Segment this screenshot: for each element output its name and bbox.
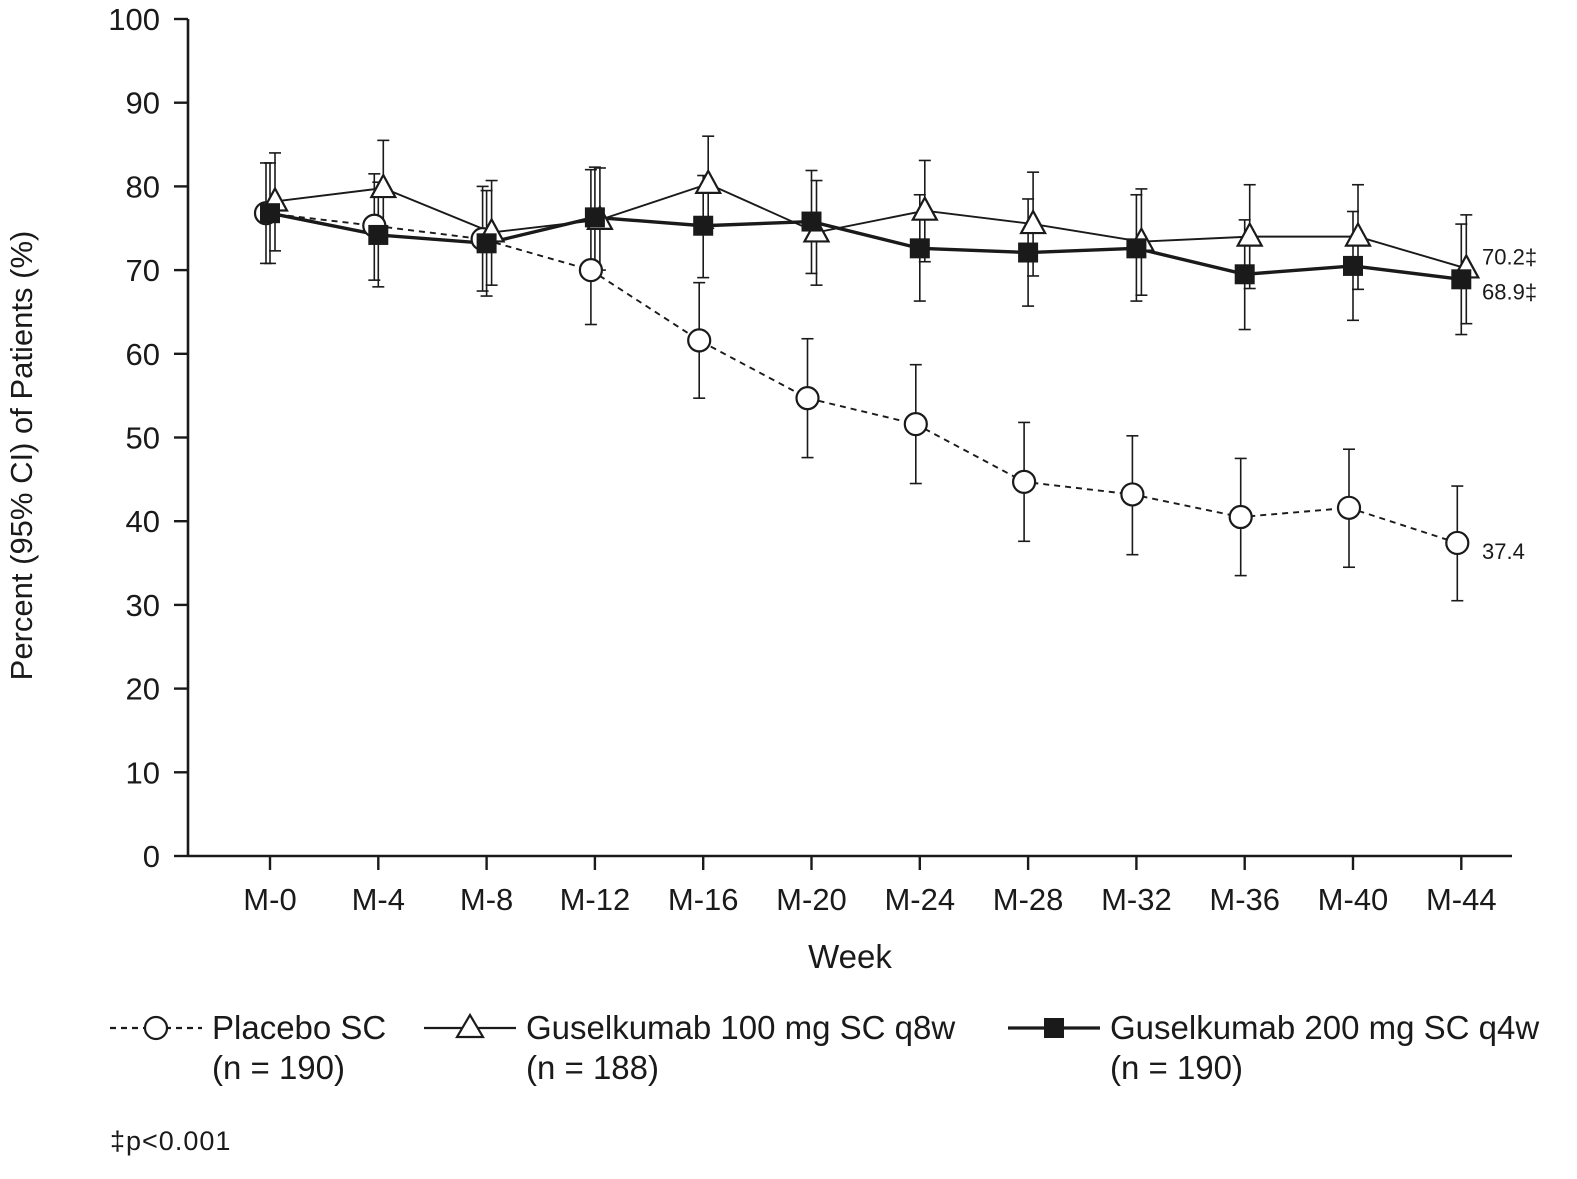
point-placebo (903, 412, 928, 437)
x-tick-label: M-24 (884, 882, 955, 917)
labels: 37.4 70.2‡ 68.9‡ (1482, 244, 1537, 564)
end-label-placebo: 37.4 (1482, 539, 1525, 564)
y-tick-label: 100 (108, 2, 160, 37)
legend-label-placebo: Placebo SC (212, 1009, 387, 1046)
x-tick-label: M-12 (560, 882, 631, 917)
point-placebo (687, 328, 712, 353)
point-q4w (584, 207, 605, 228)
legend-label-q8w: Guselkumab 100 mg SC q8w (526, 1009, 956, 1046)
end-label-q8w: 70.2‡ (1482, 244, 1537, 269)
point-placebo (1445, 530, 1470, 556)
x-tick-label: M-40 (1318, 882, 1389, 917)
y-tick-label: 40 (126, 504, 160, 539)
x-tick-label: M-36 (1209, 882, 1280, 917)
legend-n-placebo: (n = 190) (212, 1049, 345, 1086)
x-tick-label: M-28 (993, 882, 1064, 917)
y-tick-label: 10 (126, 755, 160, 790)
point-q8w (1344, 221, 1372, 247)
footnote: ‡p<0.001 (110, 1126, 232, 1156)
legend-item-q8w: Guselkumab 100 mg SC q8w (n = 188) (422, 1008, 955, 1088)
x-tick-label: M-16 (668, 882, 739, 917)
point-placebo (1336, 495, 1362, 520)
y-tick-label: 90 (126, 86, 160, 121)
point-q4w (1343, 255, 1363, 276)
x-tick-label: M-4 (352, 882, 405, 917)
x-tick-label: M-8 (460, 882, 513, 917)
point-q4w (801, 211, 822, 232)
point-q8w (369, 172, 398, 199)
series-lines (265, 182, 1467, 544)
series-line-q4w (269, 211, 1462, 281)
point-placebo (578, 258, 604, 283)
legend-symbol-q8w (424, 1012, 516, 1039)
x-tick-label: M-20 (776, 882, 847, 917)
legend-label-q4w: Guselkumab 200 mg SC q4w (1110, 1009, 1540, 1046)
y-tick-label: 0 (143, 839, 160, 874)
series-line-q8w (274, 182, 1467, 270)
point-placebo (1228, 504, 1253, 530)
series-line-placebo (265, 212, 1458, 544)
x-axis-title: Week (808, 938, 892, 975)
point-q4w (260, 203, 280, 224)
x-tick-label: M-32 (1101, 882, 1172, 917)
point-placebo (795, 386, 820, 411)
point-q4w (476, 233, 497, 254)
y-tick-label: 30 (126, 588, 160, 623)
series-markers (253, 168, 1481, 556)
error-bars (260, 135, 1473, 602)
point-q4w (1451, 269, 1472, 290)
y-tick-label: 70 (126, 253, 160, 288)
point-q8w (1235, 221, 1264, 247)
point-q4w (368, 224, 389, 245)
point-q8w (910, 195, 939, 221)
legend-item-placebo: Placebo SC (n = 190) (108, 1008, 386, 1088)
y-tick-label: 50 (126, 421, 160, 456)
x-tick-label: M-44 (1426, 882, 1497, 917)
legend-n-q4w: (n = 190) (1110, 1049, 1243, 1086)
point-q4w (1234, 264, 1255, 285)
legend-n-q8w: (n = 188) (526, 1049, 659, 1086)
y-axis-title: Percent (95% CI) of Patients (%) (4, 231, 39, 681)
legend-symbol-placebo (110, 1015, 202, 1041)
point-q4w (693, 215, 714, 236)
point-q8w (1019, 208, 1047, 235)
y-tick-label: 20 (126, 672, 160, 707)
x-tick-label: M-0 (243, 882, 296, 917)
point-q4w (1018, 242, 1039, 263)
point-q4w (909, 238, 930, 259)
point-placebo (1011, 469, 1037, 494)
axes: 0 10 20 30 40 50 60 70 80 90 100 M-0 M-4 M-8 M-12 M-16 M… (4, 2, 1512, 975)
legend-item-q4w: Guselkumab 200 mg SC q4w (n = 190) (1006, 1008, 1539, 1088)
point-q8w (694, 168, 723, 194)
legend: Placebo SC (n = 190) Guselkumab 100 mg S… (0, 1008, 1577, 1088)
point-placebo (1120, 482, 1145, 507)
chart: 0 10 20 30 40 50 60 70 80 90 100 M-0 M-4 M-8 M-12 M-16 M… (4, 2, 1537, 975)
legend-symbol-q4w (1008, 1018, 1100, 1038)
end-label-q4w: 68.9‡ (1482, 279, 1537, 304)
y-tick-label: 60 (126, 337, 160, 372)
y-tick-label: 80 (126, 169, 160, 204)
point-q4w (1126, 238, 1147, 259)
